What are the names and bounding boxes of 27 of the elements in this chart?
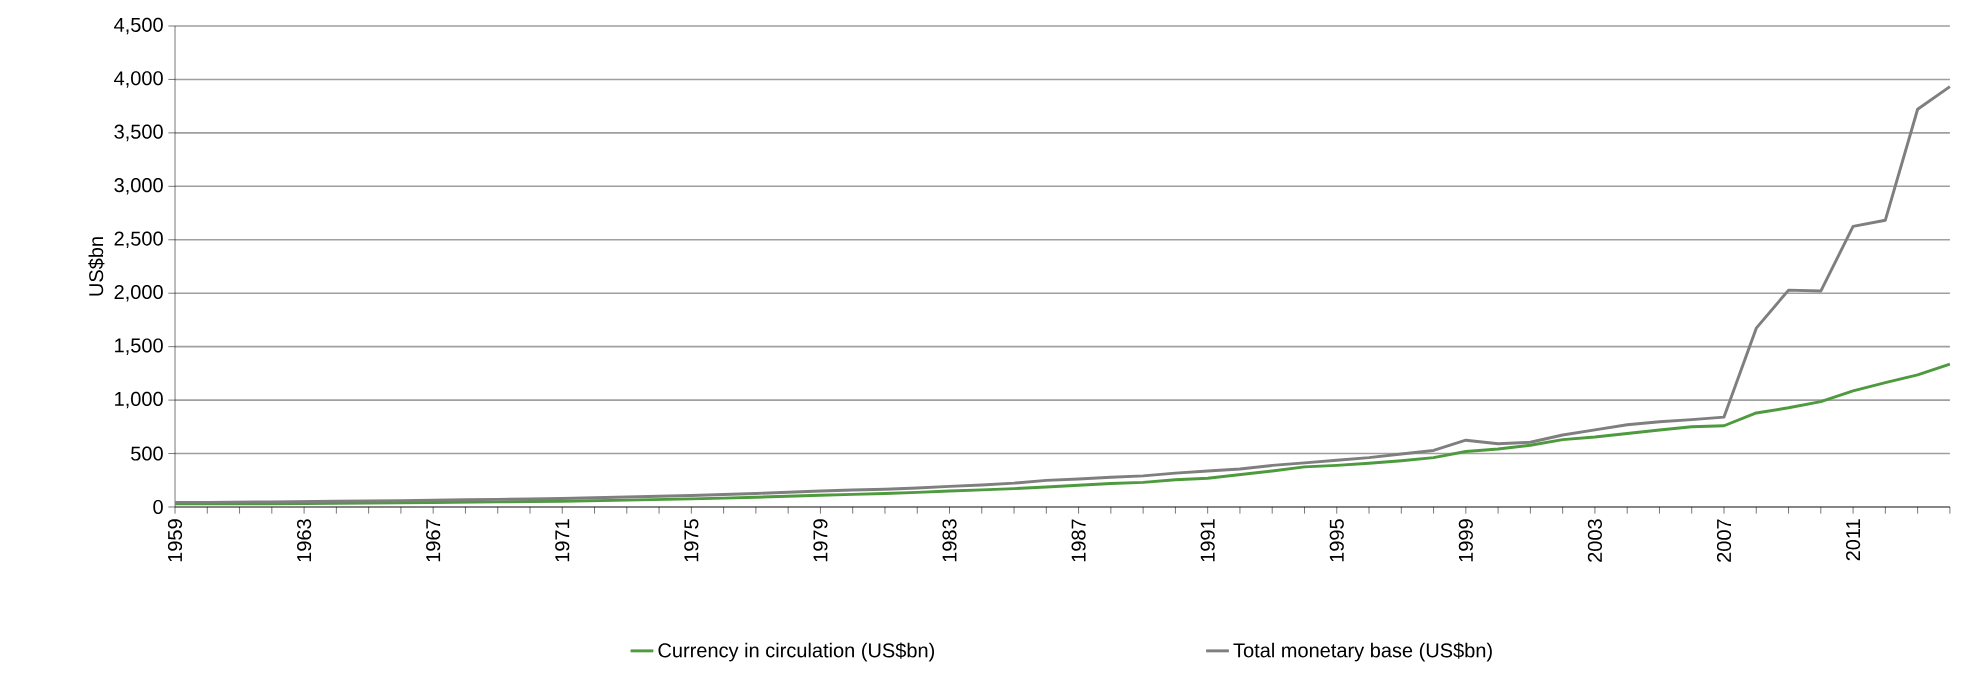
x-tick-label: 2003 bbox=[1587, 519, 1602, 562]
y-tick-label: 0 bbox=[153, 499, 163, 515]
y-tick-label: 4,500 bbox=[114, 17, 163, 35]
x-tick-label: 2007 bbox=[1716, 519, 1732, 562]
legend-label: Total monetary base (US$bn) bbox=[1233, 642, 1492, 662]
y-tick-label: 500 bbox=[131, 446, 163, 461]
x-tick-label: 1967 bbox=[426, 519, 441, 562]
y-tick-label: 1,000 bbox=[115, 391, 163, 409]
x-tick-label: 1979 bbox=[813, 519, 828, 562]
x-tick-label: 1963 bbox=[297, 519, 312, 562]
x-tick-label: 1991 bbox=[1200, 519, 1215, 562]
y-tick-label: 4,000 bbox=[114, 71, 163, 88]
x-tick-label: 1971 bbox=[555, 519, 570, 562]
x-tick-label: 1999 bbox=[1458, 519, 1473, 562]
x-tick-label: 1995 bbox=[1329, 519, 1344, 562]
y-tick-label: 2,000 bbox=[114, 284, 163, 302]
y-tick-label: 2,500 bbox=[114, 231, 163, 249]
y-tick-label: 3,500 bbox=[114, 124, 163, 142]
x-tick-label: 2011 bbox=[1846, 519, 1861, 561]
x-tick-label: 1983 bbox=[942, 519, 957, 562]
x-tick-label: 1959 bbox=[167, 519, 183, 562]
x-tick-label: 1975 bbox=[684, 519, 699, 562]
y-tick-label: 1,500 bbox=[115, 338, 163, 355]
y-axis-title: US$bn bbox=[88, 237, 105, 296]
legend-label: Currency in circulation (US$bn) bbox=[658, 642, 935, 662]
x-tick-label: 1987 bbox=[1071, 519, 1086, 562]
y-tick-label: 3,000 bbox=[114, 178, 163, 195]
